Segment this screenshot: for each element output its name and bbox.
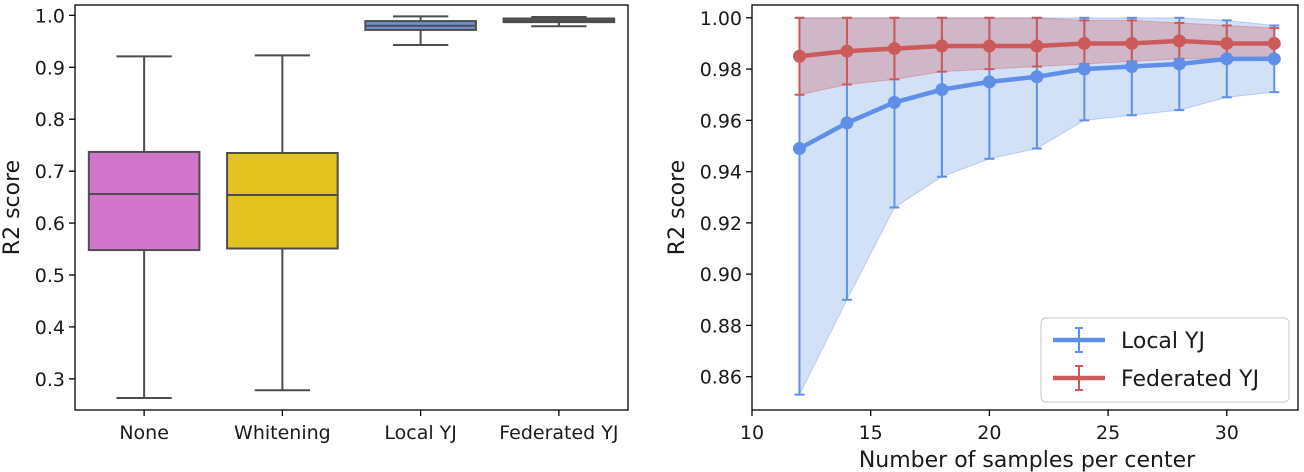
plot-frame xyxy=(751,4,1299,411)
y-tick-label: 0.98 xyxy=(700,59,742,81)
data-point xyxy=(982,39,996,53)
data-point xyxy=(1267,52,1281,66)
y-axis-title: R2 score xyxy=(0,160,25,255)
data-point xyxy=(1077,62,1091,76)
y-tick-label: 0.4 xyxy=(35,317,65,339)
x-tick-label: Federated YJ xyxy=(499,422,618,444)
y-tick-label: 0.3 xyxy=(35,369,65,391)
data-point xyxy=(935,83,949,97)
y-tick-label: 0.6 xyxy=(35,213,65,235)
x-tick-label: 10 xyxy=(740,422,764,444)
y-tick-label: 0.94 xyxy=(700,162,742,184)
y-tick-label: 0.8 xyxy=(35,109,65,131)
y-tick-label: 0.92 xyxy=(700,213,742,235)
data-point xyxy=(1030,39,1044,53)
x-tick-label: Local YJ xyxy=(384,422,457,444)
legend-label: Federated YJ xyxy=(1121,367,1259,392)
y-tick-label: 0.86 xyxy=(700,367,742,389)
x-axis-title: Number of samples per center xyxy=(859,448,1196,472)
y-tick-label: 0.9 xyxy=(35,57,65,79)
data-point xyxy=(887,95,901,109)
data-point xyxy=(1267,36,1281,50)
box-none xyxy=(87,150,201,252)
box-plot-chart: 0.3 0.4 0.5 0.6 0.7 0.8 0.9 1.0 None Whitening Loc… xyxy=(0,4,629,444)
data-point xyxy=(1077,36,1091,50)
y-tick-label: 1.0 xyxy=(35,5,65,27)
data-point xyxy=(982,75,996,89)
y-tick-label: 0.88 xyxy=(700,315,742,337)
box-whitening xyxy=(226,151,339,250)
x-tick-label: 15 xyxy=(859,422,883,444)
legend-label: Local YJ xyxy=(1121,329,1205,354)
x-tick-label: None xyxy=(119,422,169,444)
y-tick-label: 0.7 xyxy=(35,161,65,183)
y-tick-label: 1.00 xyxy=(700,8,742,30)
data-point xyxy=(1220,36,1234,50)
data-point xyxy=(1220,52,1234,66)
plot-frame xyxy=(74,4,629,411)
data-point xyxy=(792,142,806,156)
data-point xyxy=(1172,57,1186,71)
data-point xyxy=(1030,70,1044,84)
x-tick-label: 20 xyxy=(977,422,1001,444)
data-point xyxy=(887,42,901,56)
x-tick-label: 25 xyxy=(1096,422,1120,444)
data-point xyxy=(840,116,854,130)
data-point xyxy=(1125,36,1139,50)
data-point xyxy=(840,44,854,58)
x-tick-label: 30 xyxy=(1215,422,1239,444)
legend: Local YJ Federated YJ xyxy=(1040,317,1290,403)
line-chart: 0.86 0.88 0.90 0.92 0.94 0.96 0.98 1.00 10 15 20 25… xyxy=(665,4,1299,472)
data-point xyxy=(792,49,806,63)
data-point xyxy=(1125,60,1139,74)
y-tick-label: 0.96 xyxy=(700,110,742,132)
y-tick-label: 0.5 xyxy=(35,265,65,287)
y-axis-title: R2 score xyxy=(665,160,690,255)
y-tick-label: 0.90 xyxy=(700,264,742,286)
x-tick-label: Whitening xyxy=(234,422,331,444)
data-point xyxy=(1172,34,1186,48)
data-point xyxy=(935,39,949,53)
